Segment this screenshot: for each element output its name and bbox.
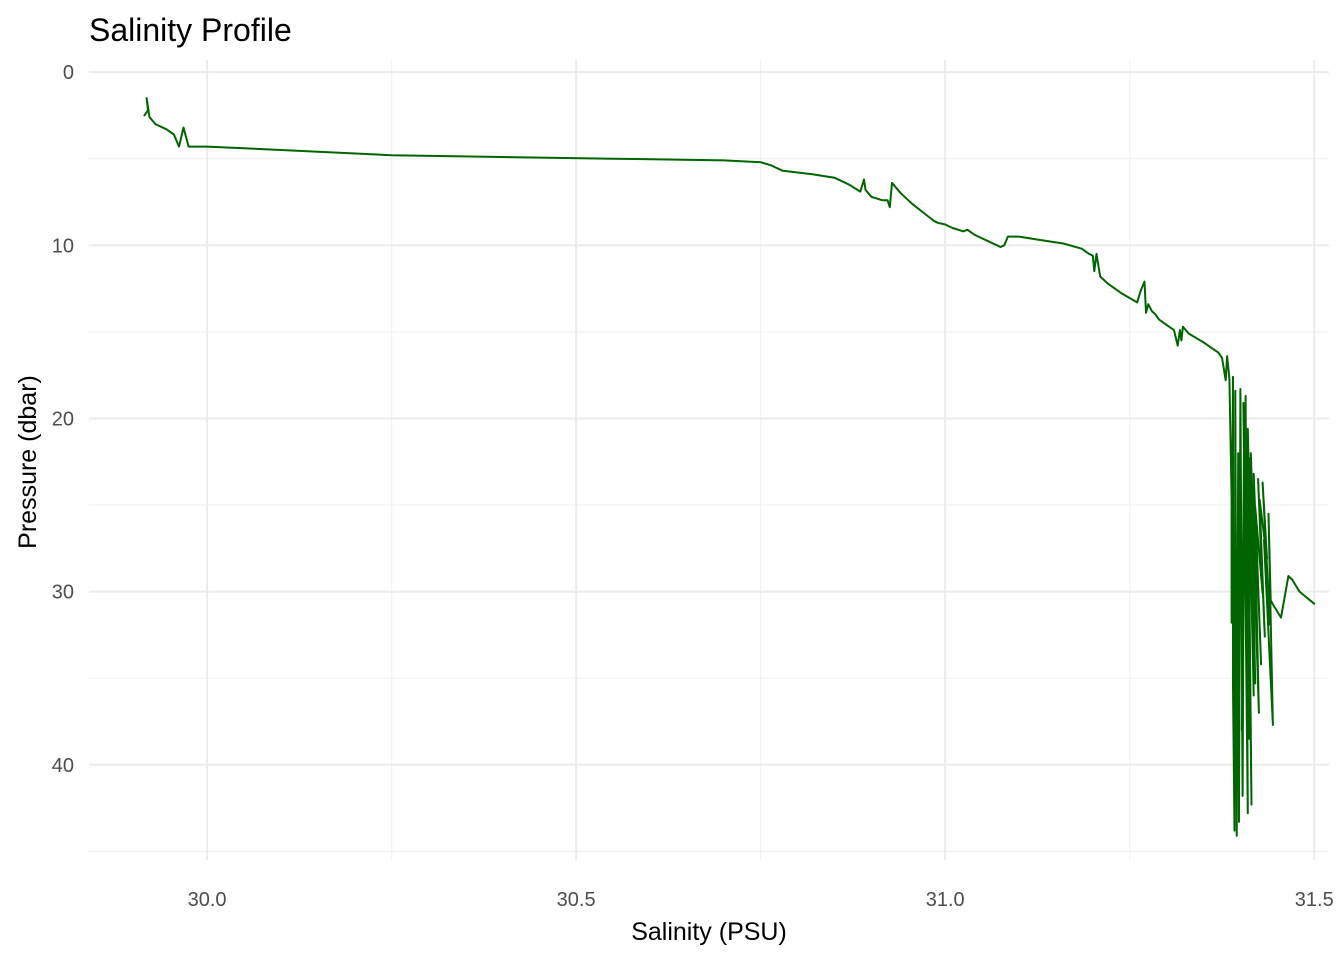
chart-title: Salinity Profile [89, 12, 292, 48]
series-layer [143, 97, 1316, 837]
y-tick-label: 20 [52, 408, 74, 430]
y-tick-label: 10 [52, 235, 74, 257]
x-axis-label: Salinity (PSU) [631, 918, 787, 946]
y-axis-ticks: 0 10 20 30 40 [52, 62, 74, 777]
y-tick-label: 30 [52, 582, 74, 604]
x-tick-label: 30.5 [557, 889, 596, 911]
salinity-line [143, 97, 1316, 837]
y-axis-label: Pressure (dbar) [14, 375, 42, 549]
x-axis-ticks: 30.0 30.5 31.0 31.5 [188, 889, 1334, 911]
grid [89, 60, 1329, 860]
x-tick-label: 31.0 [926, 889, 965, 911]
y-tick-label: 40 [52, 755, 74, 777]
x-tick-label: 31.5 [1295, 889, 1334, 911]
y-tick-label: 0 [63, 62, 74, 84]
x-tick-label: 30.0 [188, 889, 227, 911]
